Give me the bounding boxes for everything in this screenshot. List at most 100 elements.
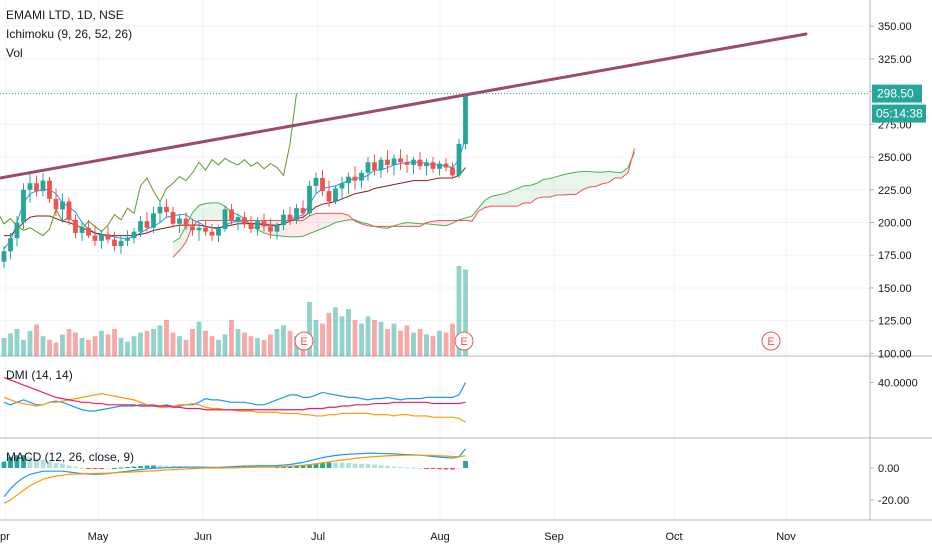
candle-body xyxy=(203,227,208,232)
price-tick-label: 225.00 xyxy=(878,185,912,197)
dmi-tick-label: 40.0000 xyxy=(878,378,918,390)
macd-histogram-bar xyxy=(385,465,390,468)
dmi-adx-line xyxy=(3,377,466,411)
cloud-segment xyxy=(446,220,453,226)
candle-body xyxy=(118,240,124,247)
candle-body xyxy=(27,183,33,190)
volume-bar xyxy=(190,329,195,356)
earnings-marker[interactable]: E xyxy=(761,331,781,351)
volume-bar xyxy=(170,332,176,356)
candle-body xyxy=(14,222,20,239)
macd-histogram-bar xyxy=(60,464,65,468)
volume-bar xyxy=(40,336,46,356)
price-tick-label: 325.00 xyxy=(878,54,912,66)
cloud-segment xyxy=(517,185,524,207)
tenkan-sen xyxy=(3,137,466,249)
candle-body xyxy=(294,208,299,220)
cloud-segment xyxy=(478,200,485,212)
volume-bar xyxy=(339,316,345,356)
volume-bar xyxy=(177,336,182,356)
macd-histogram-bar xyxy=(138,466,143,468)
volume-bar xyxy=(34,324,39,356)
cloud-segment xyxy=(205,202,212,221)
cloud-segment xyxy=(556,174,563,196)
volume-bar xyxy=(47,339,52,356)
candle-body xyxy=(378,159,384,171)
earnings-marker[interactable]: E xyxy=(294,331,314,351)
macd-histogram-bar xyxy=(450,468,455,470)
volume-bar xyxy=(320,323,325,356)
macd-histogram-bar xyxy=(359,463,364,468)
candle-body xyxy=(359,172,364,181)
candle-body xyxy=(8,238,13,252)
cloud-segment xyxy=(543,178,550,197)
candle-body xyxy=(92,235,98,241)
volume-bar xyxy=(131,336,137,356)
volume-bar xyxy=(287,330,293,356)
candle-body xyxy=(196,227,202,231)
volume-bar xyxy=(352,320,358,356)
candle-body xyxy=(255,221,260,230)
volume-bar xyxy=(105,334,111,356)
macd-histogram-bar xyxy=(281,466,286,468)
volume-bar xyxy=(66,329,72,356)
macd-histogram-bar xyxy=(287,466,293,468)
macd-histogram-bar xyxy=(14,455,20,468)
macd-histogram-bar xyxy=(404,467,410,469)
candle-body xyxy=(430,162,436,169)
volume-bar xyxy=(398,330,403,356)
cloud-segment xyxy=(173,238,180,258)
cloud-segment xyxy=(186,212,193,243)
cloud-segment xyxy=(498,193,505,207)
candle-body xyxy=(248,223,254,230)
candle-body xyxy=(183,218,189,227)
cloud-segment xyxy=(608,171,615,183)
volume-bar xyxy=(144,330,150,356)
candle-body xyxy=(222,209,228,230)
candle-body xyxy=(450,167,455,176)
candle-body xyxy=(307,185,312,214)
macd-histogram-bar xyxy=(417,468,423,469)
candle-body xyxy=(144,221,150,228)
price-tick-label: 250.00 xyxy=(878,152,912,164)
candle-body xyxy=(287,214,293,220)
candle-body xyxy=(164,206,169,213)
candle-body xyxy=(131,231,137,239)
macd-histogram-bar xyxy=(398,466,403,468)
macd-histogram-bar xyxy=(112,468,117,469)
volume-bar xyxy=(1,338,7,356)
volume-bar xyxy=(92,336,98,356)
dmi-legend: DMI (14, 14) xyxy=(6,368,73,382)
volume-bar xyxy=(14,329,20,356)
macd-histogram-bar xyxy=(157,465,163,468)
countdown-value: 05:14:38 xyxy=(876,107,923,121)
volume-bar xyxy=(60,334,65,356)
countdown-badge-bg xyxy=(872,104,926,123)
cloud-segment xyxy=(582,171,589,190)
macd-histogram-bar xyxy=(352,463,358,468)
cloud-segment xyxy=(400,222,407,227)
volume-bar xyxy=(209,336,215,356)
time-tick-label: pr xyxy=(0,531,10,543)
macd-histogram-bar xyxy=(372,464,377,468)
volume-bar xyxy=(326,312,332,356)
candle-body xyxy=(21,189,26,223)
candle-body xyxy=(346,176,351,184)
macd-histogram-bar xyxy=(144,465,150,468)
volume-bar xyxy=(73,332,78,356)
volume-bar xyxy=(53,342,59,356)
volume-bar xyxy=(229,320,234,356)
macd-histogram-bar xyxy=(378,465,384,468)
candle-body xyxy=(398,158,403,163)
candle-body xyxy=(339,183,345,189)
candle-body xyxy=(112,239,117,247)
macd-histogram-bar xyxy=(326,462,332,468)
macd-histogram-bar xyxy=(92,468,98,469)
macd-histogram-bar xyxy=(40,460,46,468)
trendline[interactable] xyxy=(0,32,808,180)
cloud-segment xyxy=(303,215,310,237)
cloud-segment xyxy=(504,191,511,207)
volume-bar xyxy=(443,332,449,356)
earnings-marker[interactable]: E xyxy=(454,331,474,351)
